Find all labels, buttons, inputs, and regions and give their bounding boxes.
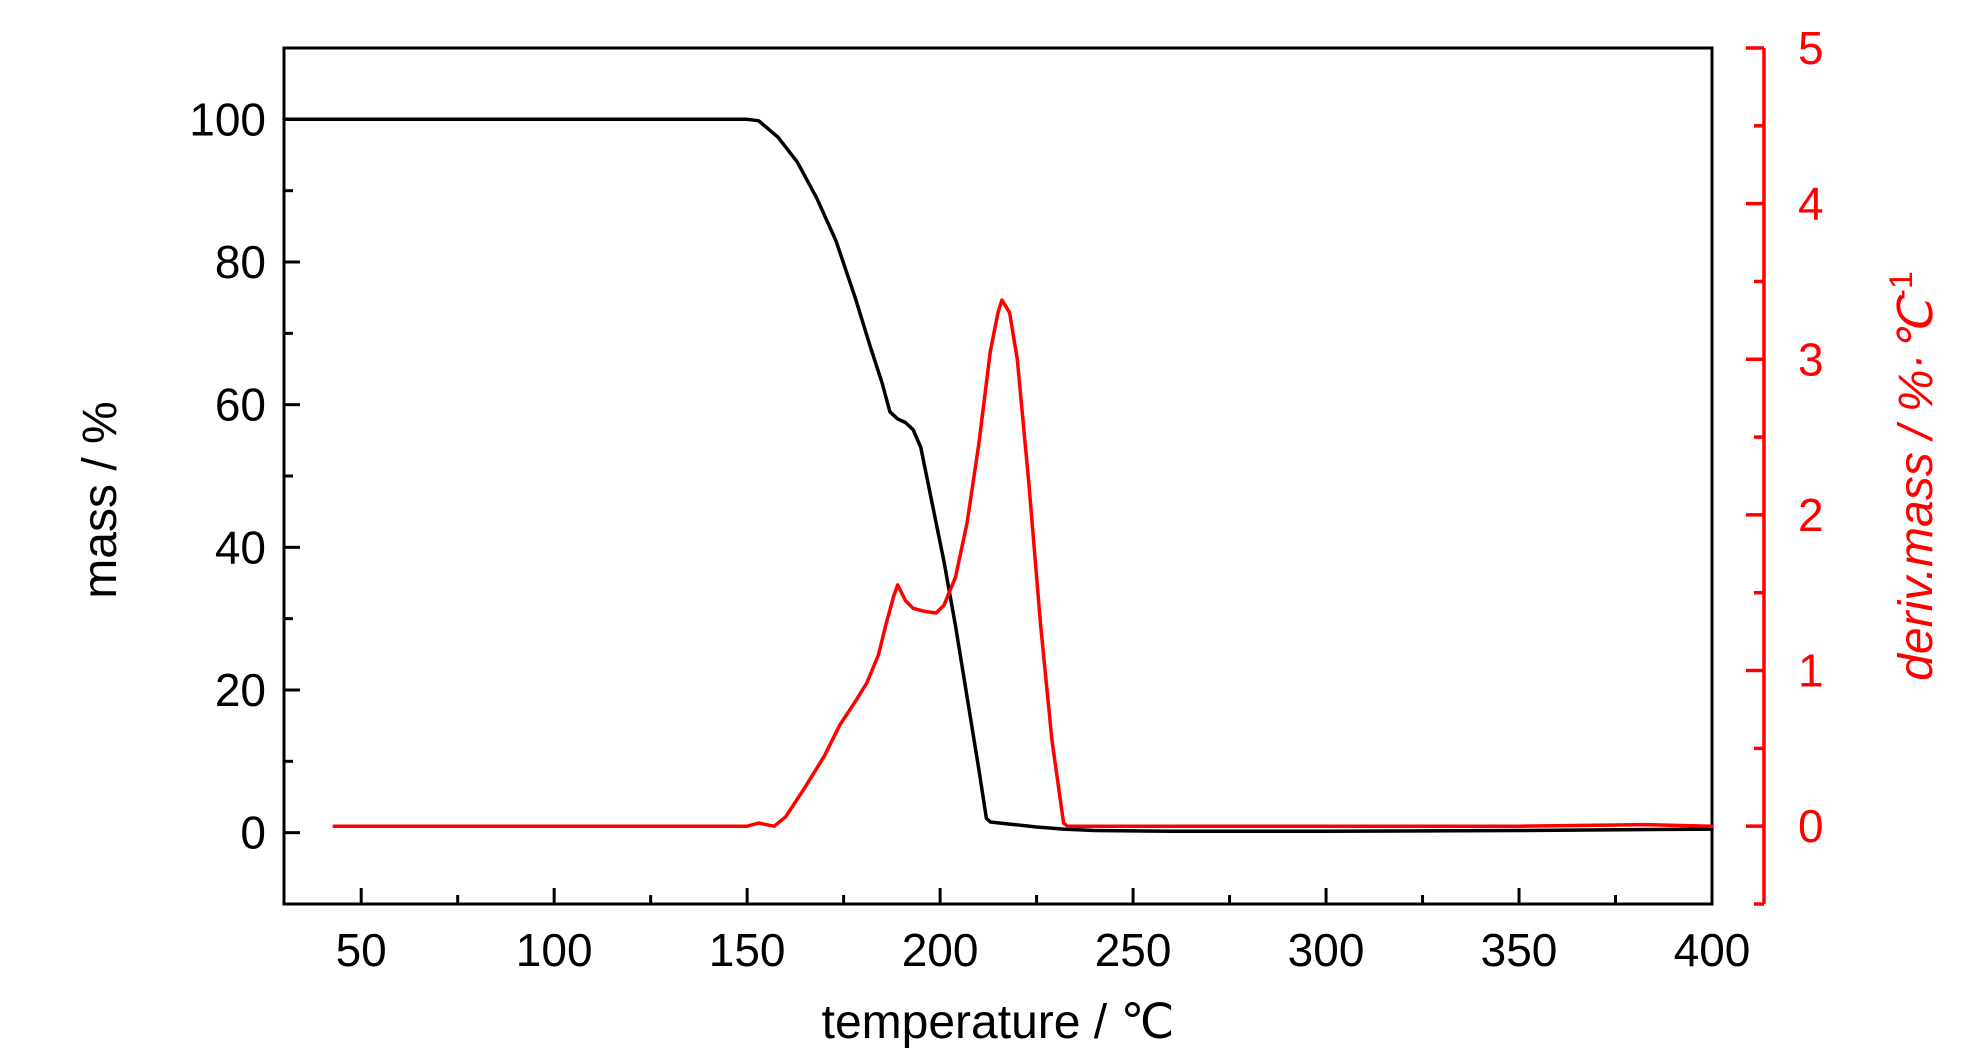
x-axis-ticks: 50 100 150 200 250 300 350 400 (336, 888, 1751, 976)
right-y-axis-title: deriv.mass / %·℃-1 (1883, 271, 1943, 681)
right-y-axis-title-main: deriv.mass / %·℃ (1890, 295, 1943, 681)
mass-series-line (282, 117, 1714, 833)
x-tick-label: 100 (516, 924, 593, 976)
y-left-tick-label: 60 (215, 379, 266, 431)
x-tick-label: 300 (1288, 924, 1365, 976)
left-y-axis-title: mass / % (74, 401, 127, 598)
deriv-mass-series-line (332, 298, 1714, 828)
y-right-tick-label: 1 (1798, 645, 1824, 697)
right-y-axis-title-sup: -1 (1883, 271, 1919, 299)
y-right-tick-label: 4 (1798, 178, 1824, 230)
y-left-tick-label: 40 (215, 521, 266, 573)
series-layer (282, 117, 1714, 833)
y-right-tick-label: 3 (1798, 333, 1824, 385)
x-axis-title: temperature / ℃ (822, 996, 1175, 1049)
left-y-axis-ticks: 0 20 40 60 80 100 (189, 46, 300, 906)
plot-frame (282, 46, 1714, 906)
x-tick-label: 50 (336, 924, 387, 976)
y-right-tick-label: 5 (1798, 22, 1824, 74)
right-y-axis-ticks: 0 1 2 3 4 5 (1746, 22, 1824, 906)
y-left-tick-label: 80 (215, 236, 266, 288)
y-left-tick-label: 0 (240, 807, 266, 859)
y-right-tick-label: 0 (1798, 800, 1824, 852)
y-left-tick-label: 20 (215, 664, 266, 716)
x-tick-label: 200 (902, 924, 979, 976)
x-tick-label: 400 (1674, 924, 1751, 976)
x-tick-label: 150 (709, 924, 786, 976)
y-right-tick-label: 2 (1798, 489, 1824, 541)
y-left-tick-label: 100 (189, 93, 266, 145)
x-tick-label: 250 (1095, 924, 1172, 976)
x-tick-label: 350 (1481, 924, 1558, 976)
